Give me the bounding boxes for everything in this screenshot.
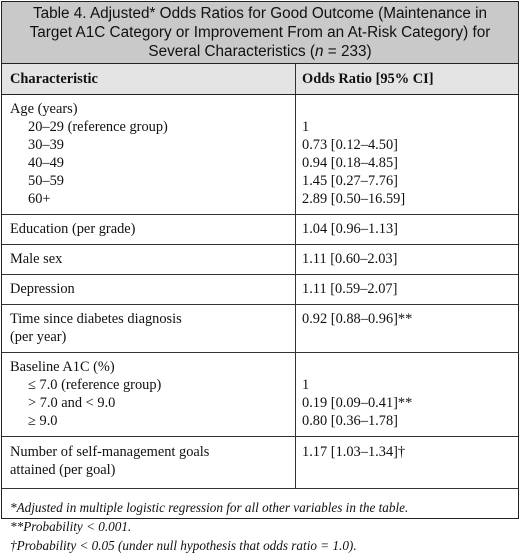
odds-ratio-cell: 1.11 [0.59–2.07] [296, 275, 519, 304]
odds-ratio-cell: 1.04 [0.96–1.13] [296, 215, 519, 244]
odds-ratio-cell: 1 0.19 [0.09–0.41]** 0.80 [0.36–1.78] [296, 353, 519, 436]
table-row: Age (years) 20–29 (reference group) 30–39 4… [1, 95, 519, 215]
characteristic-cell: Education (per grade) [1, 215, 296, 244]
title-line-3: Several Characteristics (n = 233) [148, 43, 372, 60]
table-row: Depression 1.11 [0.59–2.07] [1, 275, 519, 305]
characteristic-cell: Number of self-management goals attained … [1, 437, 296, 488]
characteristic-label: (per year) [10, 329, 67, 345]
characteristic-label: ≤ 7.0 (reference group) [28, 377, 162, 393]
odds-ratio-value [302, 328, 519, 346]
characteristic-cell: Depression [1, 275, 296, 304]
odds-ratio-value: 0.80 [0.36–1.78] [302, 413, 398, 429]
odds-ratio-value: 1.45 [0.27–7.76] [302, 173, 398, 189]
table-row: Time since diabetes diagnosis (per year) 0… [1, 305, 519, 353]
odds-ratio-cell: 1 0.73 [0.12–4.50] 0.94 [0.18–4.85] 1.45 [0… [296, 95, 519, 214]
odds-ratio-value: 0.19 [0.09–0.41]** [302, 395, 413, 411]
characteristic-label: Baseline A1C (%) [10, 359, 115, 375]
footnote-p05: †Probability < 0.05 (under null hypothes… [10, 538, 357, 553]
odds-ratio-value: 1.11 [0.59–2.07] [302, 281, 398, 297]
table-body: Age (years) 20–29 (reference group) 30–39 4… [1, 95, 519, 489]
table-row: Education (per grade) 1.04 [0.96–1.13] [1, 215, 519, 245]
odds-ratio-value: 0.92 [0.88–0.96]** [302, 311, 413, 327]
characteristic-label: Male sex [10, 251, 63, 267]
odds-ratio-cell: 0.92 [0.88–0.96]** [296, 305, 519, 352]
table-row: Male sex 1.11 [0.60–2.03] [1, 245, 519, 275]
characteristic-label: Education (per grade) [10, 221, 136, 237]
odds-ratio-value: 0.73 [0.12–4.50] [302, 137, 398, 153]
characteristic-label: Time since diabetes diagnosis [10, 311, 182, 327]
title-line-2: Target A1C Category or Improvement From … [29, 24, 491, 41]
odds-ratio-cell: 1.11 [0.60–2.03] [296, 245, 519, 274]
footnote-adjusted: *Adjusted in multiple logistic regressio… [10, 500, 409, 515]
characteristic-cell: Time since diabetes diagnosis (per year) [1, 305, 296, 352]
characteristic-cell: Male sex [1, 245, 296, 274]
characteristic-label: attained (per goal) [10, 462, 116, 478]
odds-ratio-value: 1.17 [1.03–1.34]† [302, 444, 406, 460]
table-title: Table 4. Adjusted* Odds Ratios for Good … [1, 1, 519, 63]
odds-ratio-value: 0.94 [0.18–4.85] [302, 155, 398, 171]
characteristic-label: > 7.0 and < 9.0 [28, 395, 116, 411]
characteristic-label: 30–39 [28, 137, 64, 153]
odds-ratio-value: 1.04 [0.96–1.13] [302, 221, 398, 237]
characteristic-label: 60+ [28, 191, 51, 207]
header-characteristic: Characteristic [1, 64, 296, 94]
odds-ratio-value: 1 [302, 119, 310, 135]
table-footnotes: *Adjusted in multiple logistic regressio… [1, 489, 519, 555]
odds-ratio-value: 2.89 [0.50–16.59] [302, 191, 406, 207]
table-row: Number of self-management goals attained … [1, 437, 519, 489]
odds-ratio-value: 1.11 [0.60–2.03] [302, 251, 398, 267]
characteristic-cell: Age (years) 20–29 (reference group) 30–39 4… [1, 95, 296, 214]
header-odds-ratio: Odds Ratio [95% CI] [302, 71, 434, 87]
characteristic-label: 50–59 [28, 173, 64, 189]
characteristic-label: ≥ 9.0 [28, 413, 58, 429]
odds-ratio-value: 1 [302, 377, 310, 393]
odds-ratio-table: Characteristic Odds Ratio [95% CI] Age (… [1, 63, 519, 489]
title-line-1: Table 4. Adjusted* Odds Ratios for Good … [32, 5, 488, 22]
characteristic-label: 20–29 (reference group) [28, 119, 168, 135]
table-header: Characteristic Odds Ratio [95% CI] [1, 63, 519, 95]
odds-ratio-value [302, 358, 519, 376]
characteristic-label: Number of self-management goals [10, 444, 210, 460]
table-row: Baseline A1C (%) ≤ 7.0 (reference group) >… [1, 353, 519, 437]
odds-ratio-cell: 1.17 [1.03–1.34]† [296, 437, 519, 488]
characteristic-label: Depression [10, 281, 75, 297]
odds-ratio-value [302, 461, 519, 479]
characteristic-label: 40–49 [28, 155, 64, 171]
odds-ratio-value [302, 100, 519, 118]
characteristic-label: Age (years) [10, 101, 78, 117]
characteristic-cell: Baseline A1C (%) ≤ 7.0 (reference group) >… [1, 353, 296, 436]
